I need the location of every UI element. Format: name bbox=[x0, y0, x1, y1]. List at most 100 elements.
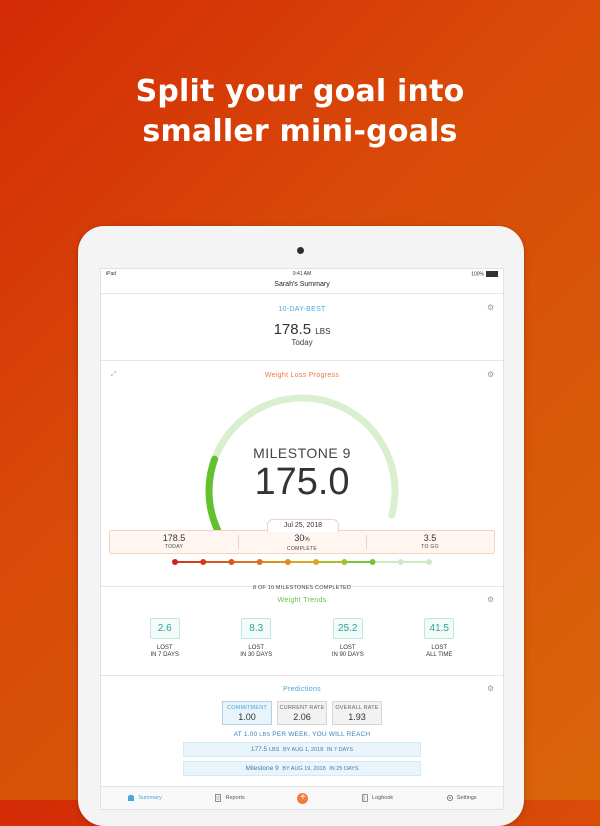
prediction-target-unit: LBS bbox=[268, 747, 280, 753]
device-label: iPad bbox=[106, 271, 117, 277]
trend-label-line1: LOST bbox=[431, 645, 448, 651]
tab-label: Logbook bbox=[372, 795, 394, 801]
tab-settings[interactable]: Settings bbox=[446, 794, 477, 802]
milestone-dot-pending bbox=[397, 559, 404, 565]
trend-value: 25.2 bbox=[332, 618, 363, 639]
battery-percent: 100% bbox=[471, 271, 484, 278]
milestone-dot-completed bbox=[228, 559, 235, 565]
rate-selector: COMMITMENT 1.00 CURRENT RATE 2.06 OVERAL… bbox=[101, 701, 503, 725]
trend-30-days: 8.3 LOST IN 30 DAYS bbox=[226, 618, 286, 659]
logbook-icon bbox=[362, 794, 368, 802]
progress-gauge: MILESTONE 9 175.0 bbox=[101, 361, 503, 531]
predictions-title: Predictions bbox=[283, 686, 321, 693]
rate-commitment[interactable]: COMMITMENT 1.00 bbox=[222, 701, 272, 725]
stat-complete-suffix: % bbox=[304, 537, 310, 543]
stat-today-label: TODAY bbox=[164, 544, 184, 550]
prediction-row: 177.5 LBS BY AUG 1, 2018 IN 7 DAYS bbox=[183, 742, 421, 757]
stat-complete: 30% COMPLETE bbox=[238, 531, 366, 553]
tab-reports[interactable]: Reports bbox=[214, 794, 245, 802]
stat-to-go: 3.5 TO GO bbox=[366, 531, 494, 553]
battery-icon bbox=[486, 271, 498, 277]
stat-to-go-label: TO GO bbox=[421, 544, 439, 550]
prediction-in: IN 25 DAYS bbox=[329, 766, 359, 772]
trend-value: 2.6 bbox=[149, 618, 180, 639]
rate-current[interactable]: CURRENT RATE 2.06 bbox=[277, 701, 327, 725]
milestone-dot-completed bbox=[172, 559, 178, 565]
gear-icon[interactable]: ⚙ bbox=[487, 370, 495, 379]
tab-label: Summary bbox=[138, 795, 162, 801]
headline-line-1: Split your goal into bbox=[135, 74, 465, 109]
status-bar: iPad 9:41 AM 100% bbox=[101, 269, 503, 279]
headline: Split your goal into smaller mini-goals bbox=[0, 72, 600, 152]
trend-label-line2: IN 7 DAYS bbox=[150, 652, 180, 658]
trend-label: LOST IN 90 DAYS bbox=[318, 645, 378, 659]
milestone-dot-completed bbox=[313, 559, 320, 565]
reach-unit: LBS bbox=[259, 732, 271, 738]
reach-sentence: AT 1.00 LBS PER WEEK, YOU WILL REACH bbox=[101, 731, 503, 738]
ten-day-best-sub: Today bbox=[291, 338, 313, 347]
rate-value: 1.93 bbox=[348, 712, 366, 722]
stat-complete-value: 30% bbox=[238, 534, 366, 545]
prediction-in: IN 7 DAYS bbox=[326, 747, 354, 753]
prediction-by: BY AUG 1, 2018 bbox=[283, 747, 324, 753]
milestone-value: 175.0 bbox=[254, 461, 350, 503]
reach-suffix: PER WEEK, YOU WILL REACH bbox=[272, 731, 371, 738]
trends-title: Weight Trends bbox=[277, 597, 327, 604]
trend-label: LOST IN 30 DAYS bbox=[226, 645, 286, 659]
ten-day-best-value: 178.5 LBS bbox=[101, 321, 503, 338]
stat-today-value: 178.5 bbox=[162, 533, 186, 543]
reach-prefix: AT bbox=[233, 731, 242, 738]
trend-all-time: 41.5 LOST ALL TIME bbox=[409, 618, 469, 659]
gear-icon[interactable]: ⚙ bbox=[487, 595, 495, 604]
add-icon[interactable]: + bbox=[297, 792, 309, 804]
trend-label-line2: ALL TIME bbox=[426, 652, 453, 658]
rate-label: COMMITMENT bbox=[227, 705, 267, 711]
progress-date: Jul 25, 2018 bbox=[267, 519, 339, 532]
rate-value: 1.00 bbox=[238, 712, 256, 722]
milestone-dot-completed bbox=[200, 559, 207, 565]
gear-icon[interactable]: ⚙ bbox=[487, 684, 495, 693]
tab-logbook[interactable]: Logbook bbox=[361, 794, 393, 802]
rate-overall[interactable]: OVERALL RATE 1.93 bbox=[332, 701, 382, 725]
stat-complete-label: COMPLETE bbox=[287, 546, 317, 552]
best-value-number: 178.5 bbox=[273, 321, 312, 338]
summary-icon bbox=[128, 795, 135, 801]
clock: 9:41 AM bbox=[292, 271, 312, 277]
best-value-unit: LBS bbox=[315, 327, 331, 336]
rate-label: CURRENT RATE bbox=[279, 705, 325, 711]
stat-complete-number: 30 bbox=[294, 533, 305, 543]
expand-icon[interactable]: ⤢ bbox=[111, 371, 117, 378]
stat-to-go-value: 3.5 bbox=[423, 533, 437, 543]
battery-status: 100% bbox=[471, 271, 498, 277]
tab-summary[interactable]: Summary bbox=[127, 794, 162, 802]
milestone-dot-completed bbox=[369, 559, 376, 565]
nav-title: Sarah's Summary bbox=[101, 279, 503, 294]
headline-line-2: smaller mini-goals bbox=[142, 114, 458, 149]
trend-7-days: 2.6 LOST IN 7 DAYS bbox=[135, 618, 195, 659]
trends-row: 2.6 LOST IN 7 DAYS 8.3 LOST IN 30 DAYS 25.… bbox=[101, 618, 503, 659]
weight-trends-panel: ⚙ Weight Trends 2.6 LOST IN 7 DAYS 8.3 LO… bbox=[101, 587, 503, 676]
prediction-target: 177.5 bbox=[250, 746, 268, 753]
gear-icon[interactable]: ⚙ bbox=[487, 303, 495, 312]
gauge-svg bbox=[205, 394, 399, 531]
ipad-frame: iPad 9:41 AM 100% Sarah's Summary ⚙ 10-D… bbox=[78, 226, 524, 826]
camera bbox=[297, 247, 304, 254]
trend-label: LOST IN 7 DAYS bbox=[135, 645, 195, 659]
prediction-row: Milestone 9 BY AUG 19, 2018 IN 25 DAYS bbox=[183, 761, 421, 776]
milestone-dot-completed bbox=[256, 559, 263, 565]
weight-loss-progress-panel: ⤢ ⚙ Weight Loss Progress MILESTONE 9 175… bbox=[101, 361, 503, 591]
trend-label-line1: LOST bbox=[156, 645, 173, 651]
trend-value: 8.3 bbox=[241, 618, 272, 639]
reach-rate: 1.00 bbox=[243, 731, 258, 738]
tab-add[interactable]: + bbox=[297, 792, 309, 804]
tab-label: Settings bbox=[456, 795, 477, 801]
tab-label: Reports bbox=[225, 795, 245, 801]
progress-title: Weight Loss Progress bbox=[264, 372, 340, 379]
trend-value: 41.5 bbox=[424, 618, 455, 639]
stat-today: 178.5 TODAY bbox=[110, 531, 238, 553]
ten-day-best-panel: ⚙ 10-DAY-BEST 178.5 LBS Today bbox=[101, 294, 503, 361]
milestone-dot-completed bbox=[284, 559, 291, 565]
trend-label-line1: LOST bbox=[248, 645, 265, 651]
reports-icon bbox=[215, 794, 222, 802]
milestone-dot-pending bbox=[426, 559, 432, 565]
